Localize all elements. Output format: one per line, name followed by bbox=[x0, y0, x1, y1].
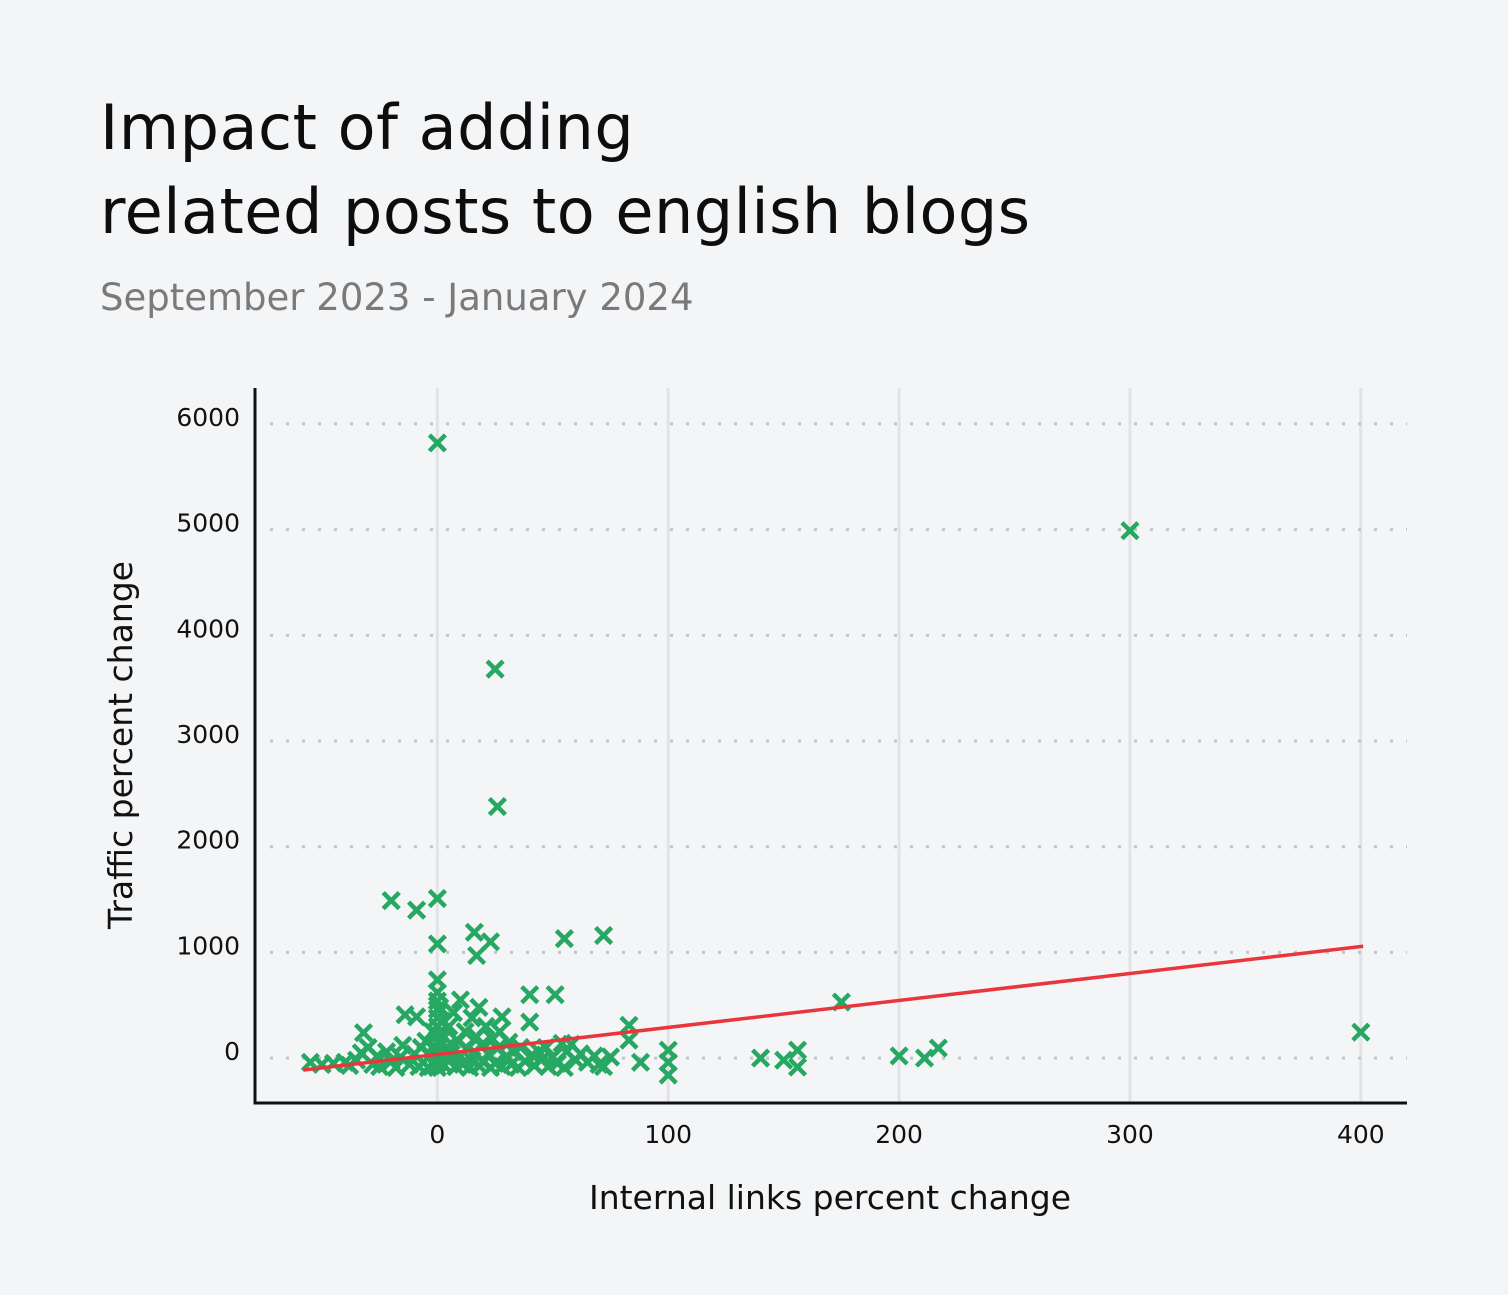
data-point-marker bbox=[1351, 1022, 1371, 1042]
data-point-marker bbox=[407, 900, 427, 920]
data-point-marker bbox=[476, 1016, 496, 1036]
y-tick-label: 2000 bbox=[176, 826, 240, 855]
y-tick-label: 1000 bbox=[176, 931, 240, 960]
data-point-marker bbox=[487, 796, 507, 817]
data-point-marker bbox=[443, 1003, 464, 1023]
data-point-marker bbox=[658, 1065, 678, 1085]
data-point-marker bbox=[407, 1007, 427, 1027]
data-point-marker bbox=[462, 1008, 482, 1028]
data-point-marker bbox=[450, 990, 471, 1010]
y-tick-label: 6000 bbox=[176, 403, 240, 432]
chart-title: Impact of adding related posts to english… bbox=[100, 86, 1031, 254]
data-point-marker bbox=[600, 1047, 621, 1067]
data-point-marker bbox=[464, 922, 484, 942]
data-point-marker bbox=[554, 1057, 574, 1078]
y-tick-label: 4000 bbox=[176, 614, 240, 643]
data-point-marker bbox=[386, 1057, 406, 1078]
y-tick-label: 5000 bbox=[176, 509, 240, 538]
data-point-marker bbox=[439, 1016, 459, 1036]
data-point-marker bbox=[377, 1042, 397, 1062]
data-point-marker bbox=[427, 888, 447, 909]
data-point-marker bbox=[545, 985, 565, 1005]
data-point-marker bbox=[787, 1057, 808, 1077]
x-axis-label: Internal links percent change bbox=[589, 1178, 1071, 1217]
data-point-marker bbox=[520, 985, 540, 1005]
x-tick-label: 400 bbox=[1337, 1120, 1385, 1149]
data-points bbox=[300, 433, 1371, 1085]
data-point-marker bbox=[427, 433, 447, 453]
title-line-2: related posts to english blogs bbox=[100, 175, 1031, 248]
y-tick-label: 3000 bbox=[176, 720, 240, 749]
data-point-marker bbox=[427, 934, 447, 954]
data-point-marker bbox=[619, 1030, 639, 1050]
x-tick-label: 200 bbox=[875, 1120, 923, 1149]
data-point-marker bbox=[594, 925, 614, 946]
data-point-marker bbox=[1120, 521, 1140, 541]
axes bbox=[253, 388, 1407, 1105]
title-line-1: Impact of adding bbox=[100, 91, 635, 164]
data-point-marker bbox=[914, 1048, 935, 1068]
x-tick-label: 300 bbox=[1106, 1120, 1154, 1149]
data-point-marker bbox=[480, 932, 501, 952]
data-point-marker bbox=[455, 1022, 475, 1042]
data-point-marker bbox=[485, 659, 505, 679]
y-tick-label: 0 bbox=[224, 1037, 240, 1066]
data-point-marker bbox=[554, 929, 574, 949]
data-point-marker bbox=[520, 1012, 540, 1032]
data-point-marker bbox=[492, 1007, 512, 1027]
data-point-marker bbox=[381, 891, 401, 911]
y-axis-label: Traffic percent change bbox=[101, 561, 140, 930]
data-point-marker bbox=[630, 1052, 651, 1072]
data-point-marker bbox=[889, 1046, 909, 1066]
data-point-marker bbox=[750, 1048, 771, 1068]
data-point-marker bbox=[774, 1050, 794, 1070]
gridlines bbox=[270, 388, 1407, 1103]
trendline bbox=[303, 944, 1364, 1072]
data-point-marker bbox=[928, 1038, 948, 1058]
data-point-marker bbox=[467, 945, 487, 966]
x-tick-label: 0 bbox=[429, 1120, 445, 1149]
chart-subtitle: September 2023 - January 2024 bbox=[100, 276, 694, 319]
data-point-marker bbox=[787, 1040, 808, 1060]
data-point-marker bbox=[353, 1023, 374, 1043]
data-point-marker bbox=[469, 997, 489, 1017]
x-tick-label: 100 bbox=[644, 1120, 692, 1149]
trendline-group bbox=[303, 944, 1364, 1072]
data-point-marker bbox=[510, 1037, 531, 1058]
data-point-marker bbox=[430, 997, 450, 1017]
